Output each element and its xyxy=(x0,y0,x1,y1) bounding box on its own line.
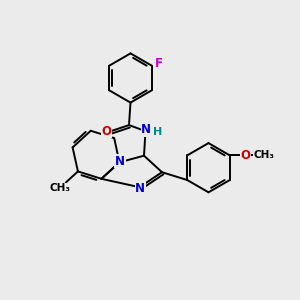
Text: N: N xyxy=(115,154,125,168)
Text: N: N xyxy=(141,123,151,136)
Text: H: H xyxy=(153,127,162,137)
Text: CH₃: CH₃ xyxy=(254,150,275,161)
Text: CH₃: CH₃ xyxy=(49,183,70,193)
Text: O: O xyxy=(102,124,112,138)
Text: F: F xyxy=(154,57,162,70)
Text: O: O xyxy=(240,149,250,162)
Text: N: N xyxy=(135,182,145,195)
